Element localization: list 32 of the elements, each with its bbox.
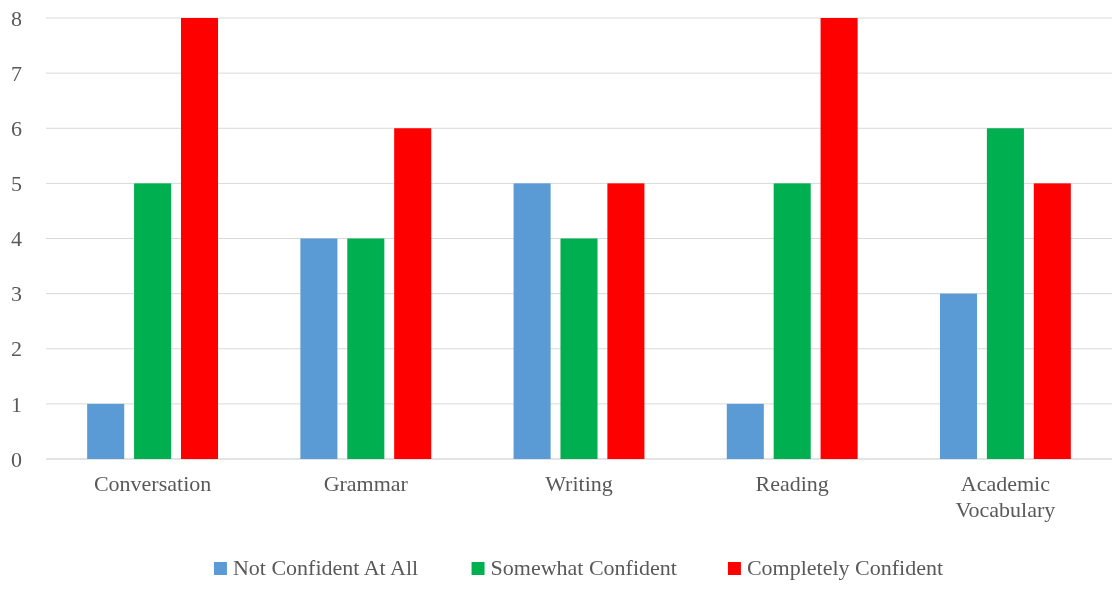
bar [347,238,385,459]
bar [394,128,432,459]
y-tick-label: 4 [11,226,22,252]
legend-label: Not Confident At All [232,555,419,580]
bar [513,183,551,459]
y-tick-label: 3 [11,281,22,307]
x-tick-label: Conversation [93,471,212,496]
legend-label: Completely Confident [746,555,944,580]
bar [820,18,858,459]
bar [1033,183,1071,459]
bar [726,403,764,459]
bar [300,238,338,459]
y-tick-label: 2 [11,336,22,362]
y-tick-label: 7 [11,60,22,86]
x-tick-label: Writing [545,471,613,496]
bar [986,128,1024,459]
legend-label: Somewhat Confident [490,555,677,580]
bar [560,238,598,459]
y-tick-label: 0 [11,446,22,472]
x-tick-label: Grammar [323,471,409,496]
bar [939,293,978,459]
bar [180,18,219,459]
bar [607,183,645,459]
bar [773,183,811,459]
bar [134,183,172,459]
bar [87,403,125,459]
y-tick-label: 8 [11,5,22,31]
y-tick-label: 5 [11,171,22,197]
y-tick-label: 6 [11,115,22,141]
x-tick-label: Reading [755,471,829,496]
y-tick-label: 1 [11,391,22,417]
x-tick-label: Academic Vocabulary [955,471,1056,522]
